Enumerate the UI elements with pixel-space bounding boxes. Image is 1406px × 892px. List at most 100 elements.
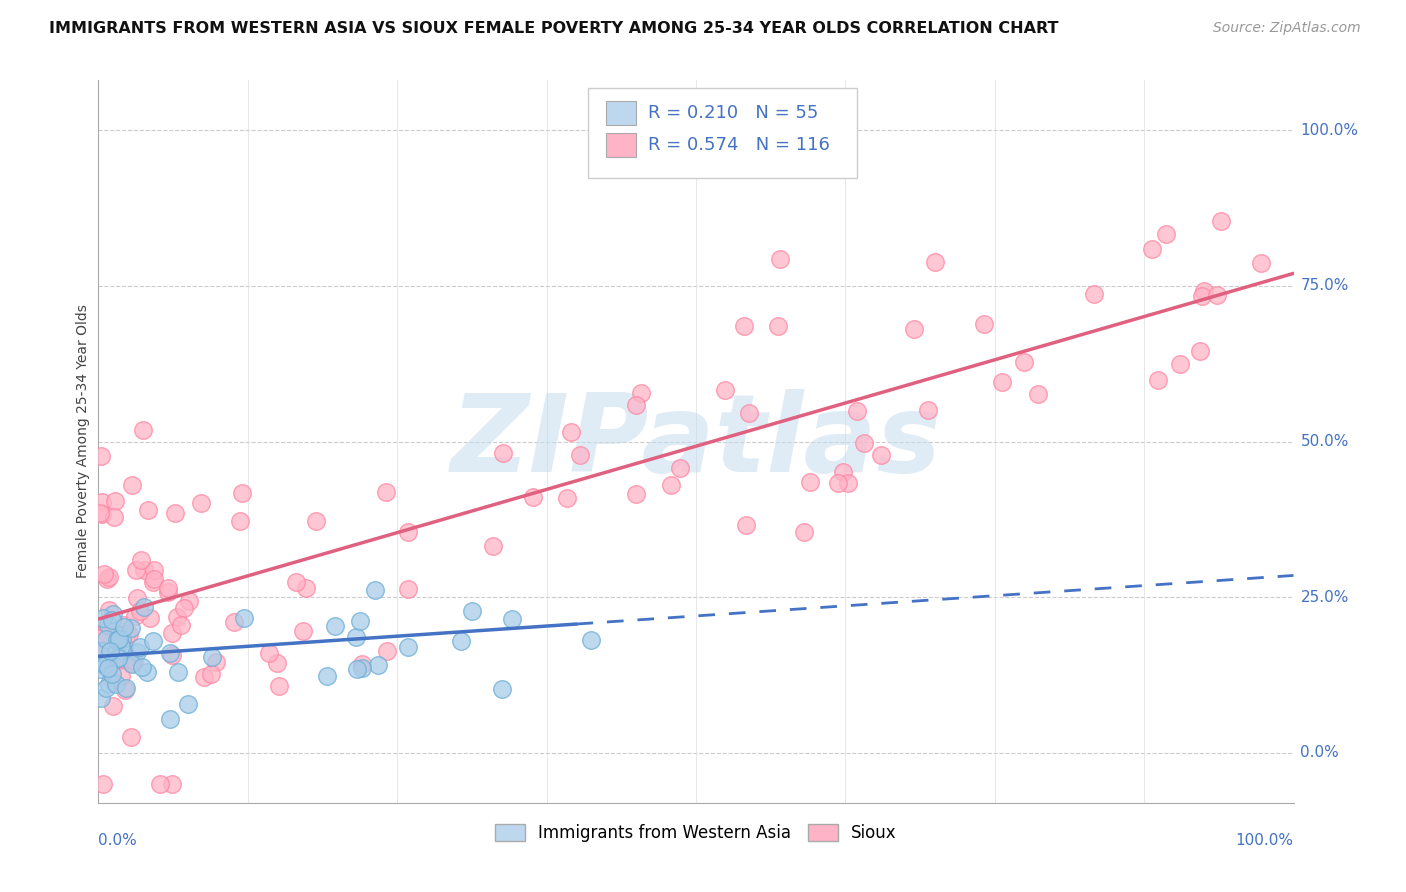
- Point: [125, 563, 148, 577]
- Text: ZIPatlas: ZIPatlas: [450, 389, 942, 494]
- Point: [110, 644, 132, 658]
- Point: [292, 624, 315, 638]
- Point: [120, 657, 142, 671]
- Point: [233, 611, 256, 625]
- Point: [832, 465, 855, 479]
- Point: [90, 690, 112, 705]
- Point: [142, 572, 165, 586]
- Point: [97, 603, 120, 617]
- Point: [129, 604, 152, 618]
- Point: [799, 475, 821, 490]
- Point: [193, 670, 215, 684]
- Point: [626, 487, 648, 501]
- Point: [108, 628, 131, 642]
- Point: [1014, 354, 1036, 368]
- Point: [1250, 256, 1272, 270]
- Point: [110, 651, 132, 665]
- Point: [285, 574, 308, 589]
- Text: IMMIGRANTS FROM WESTERN ASIA VS SIOUX FEMALE POVERTY AMONG 25-34 YEAR OLDS CORRE: IMMIGRANTS FROM WESTERN ASIA VS SIOUX FE…: [49, 21, 1059, 36]
- Point: [396, 524, 419, 539]
- Point: [870, 448, 893, 462]
- Point: [581, 632, 603, 647]
- Point: [630, 386, 652, 401]
- Point: [108, 650, 131, 665]
- Point: [101, 666, 124, 681]
- Point: [793, 525, 815, 540]
- Point: [165, 506, 187, 520]
- Text: 100.0%: 100.0%: [1301, 122, 1358, 137]
- Point: [97, 661, 120, 675]
- Point: [110, 669, 132, 683]
- Point: [127, 591, 149, 605]
- Point: [461, 604, 484, 618]
- Y-axis label: Female Poverty Among 25-34 Year Olds: Female Poverty Among 25-34 Year Olds: [76, 304, 90, 579]
- Point: [120, 621, 142, 635]
- Point: [173, 600, 195, 615]
- Point: [149, 777, 172, 791]
- Point: [89, 656, 111, 670]
- Point: [396, 582, 419, 596]
- Point: [167, 665, 190, 680]
- Point: [124, 609, 146, 624]
- Point: [733, 318, 755, 333]
- Point: [845, 404, 868, 418]
- Point: [157, 585, 180, 599]
- Point: [107, 651, 129, 665]
- Point: [1083, 286, 1105, 301]
- Point: [924, 254, 946, 268]
- Point: [375, 485, 398, 500]
- Text: 25.0%: 25.0%: [1301, 590, 1348, 605]
- Point: [991, 375, 1014, 389]
- Point: [103, 654, 125, 668]
- Point: [90, 644, 112, 658]
- Point: [1191, 289, 1213, 303]
- Point: [305, 514, 328, 528]
- Text: 50.0%: 50.0%: [1301, 434, 1348, 449]
- Point: [89, 506, 111, 520]
- Point: [295, 581, 318, 595]
- Point: [170, 618, 193, 632]
- Point: [450, 633, 472, 648]
- Point: [1205, 288, 1227, 302]
- Point: [90, 642, 112, 657]
- Point: [1168, 357, 1191, 371]
- Point: [118, 627, 141, 641]
- Point: [122, 655, 145, 669]
- Point: [157, 581, 180, 595]
- Point: [96, 619, 118, 633]
- Point: [852, 436, 875, 450]
- Point: [159, 712, 181, 726]
- Point: [768, 318, 790, 333]
- Point: [121, 657, 143, 671]
- Point: [228, 514, 250, 528]
- Point: [1192, 284, 1215, 298]
- Point: [160, 648, 183, 663]
- Point: [769, 252, 792, 267]
- Point: [97, 618, 120, 632]
- Point: [179, 594, 201, 608]
- Point: [257, 646, 280, 660]
- Point: [482, 539, 505, 553]
- Point: [138, 610, 160, 624]
- Point: [98, 643, 121, 657]
- Point: [90, 507, 112, 521]
- Point: [90, 449, 112, 463]
- Point: [231, 485, 253, 500]
- Point: [115, 681, 138, 695]
- Point: [142, 574, 165, 589]
- Point: [91, 495, 114, 509]
- Point: [104, 494, 127, 508]
- Point: [112, 640, 135, 655]
- Point: [222, 615, 245, 629]
- Point: [121, 477, 143, 491]
- Text: R = 0.210   N = 55: R = 0.210 N = 55: [648, 103, 818, 122]
- Bar: [606, 101, 637, 125]
- Point: [132, 600, 155, 615]
- Point: [91, 777, 114, 791]
- Point: [200, 667, 222, 681]
- Point: [105, 677, 128, 691]
- Point: [96, 573, 118, 587]
- Point: [96, 632, 118, 646]
- Point: [114, 618, 136, 632]
- Point: [136, 502, 159, 516]
